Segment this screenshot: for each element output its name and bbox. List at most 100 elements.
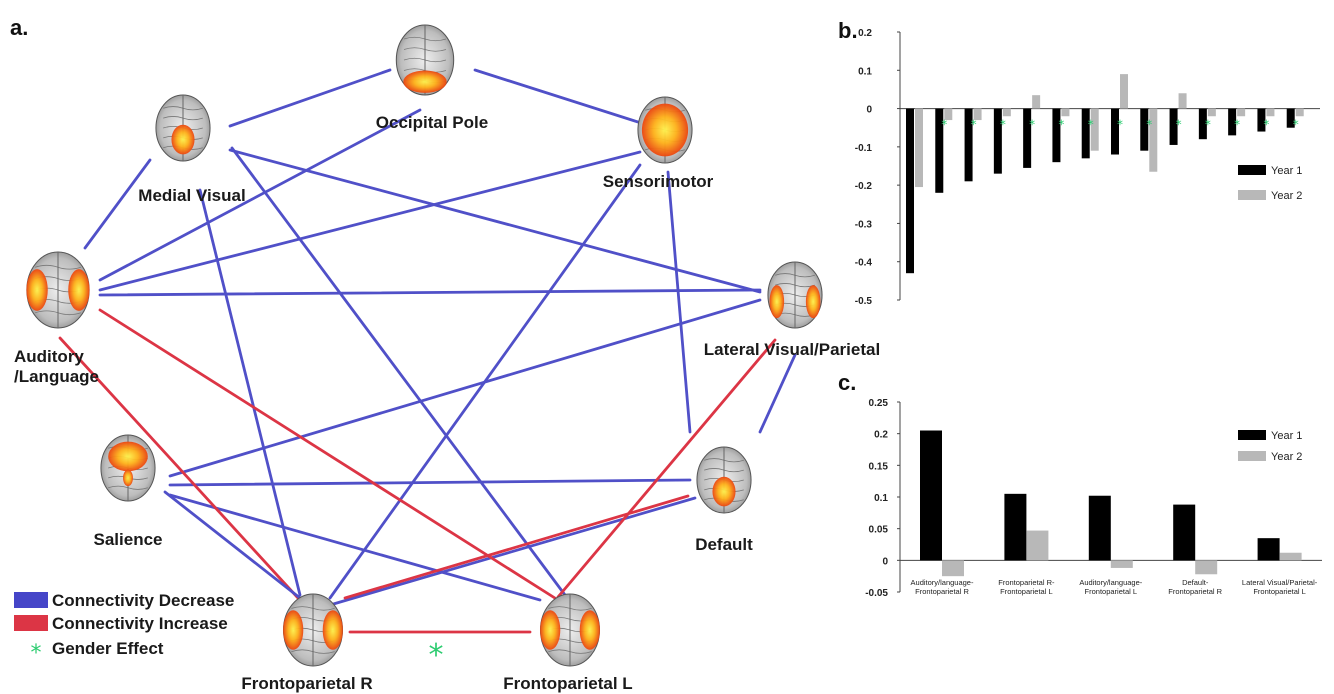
activation-blob	[540, 610, 561, 650]
chart-b-bar-year1	[906, 108, 914, 274]
chart-c-category-label: Frontoparietal R	[1168, 587, 1222, 596]
brain-fold	[424, 49, 447, 52]
brain-fold	[163, 116, 184, 119]
chart-c-bar-year1	[1257, 538, 1280, 561]
activation-blob	[641, 103, 689, 157]
activation-blob	[171, 124, 195, 155]
node-salience: Salience	[94, 434, 163, 549]
node-label-sensorimotor: Sensorimotor	[603, 172, 714, 191]
legend-gender-star: *	[31, 641, 42, 666]
node-label-auditory: Auditory	[14, 347, 84, 366]
chart-c-legend-label: Year 1	[1271, 430, 1302, 442]
brain-fold	[57, 312, 81, 316]
chart-b-bar-year1	[1111, 108, 1119, 155]
chart-b-tick-label: -0.2	[855, 181, 873, 192]
chart-b-bar-year2	[1237, 108, 1246, 117]
chart-b-bar-year1	[1081, 108, 1090, 159]
chart-b-legend-swatch	[1238, 165, 1266, 175]
chart-b-tick-label: 0.1	[858, 66, 872, 77]
edge-occipital-sensorimotor	[473, 68, 640, 124]
chart-c-tick-label: 0.1	[874, 493, 888, 504]
edge-medial-lateral	[228, 148, 762, 294]
brain-fold	[312, 651, 335, 654]
node-fpr: Frontoparietal R	[241, 593, 373, 693]
chart-b-bar-year2	[1061, 108, 1070, 117]
chart-b-bar-year2	[1090, 108, 1099, 151]
edge-lateral-fpl	[556, 338, 777, 599]
chart-b-bar-year1	[1198, 108, 1207, 140]
chart-c-category-label: Frontoparietal R-	[998, 578, 1055, 587]
chart-c-tick-label: 0.25	[869, 398, 889, 409]
chart-b-gender-star: *	[1176, 118, 1182, 132]
chart-b-gender-star: *	[1293, 118, 1299, 132]
chart-b-gender-star: *	[1234, 118, 1240, 132]
chart-b-bar-year1	[1286, 108, 1295, 128]
chart-c-bar-year2	[942, 560, 964, 577]
chart-b-bar-year1	[993, 108, 1002, 174]
legend-label-increase: Connectivity Increase	[52, 614, 228, 633]
edge-auditory-lateral	[98, 288, 762, 297]
chart-b-gender-star: *	[1058, 118, 1064, 132]
chart-b-bar-year2	[1207, 108, 1216, 117]
chart-b-bar-year2	[1266, 108, 1275, 117]
chart-c-bar-year2	[1279, 552, 1302, 561]
chart-b-bar-year1	[1169, 108, 1178, 145]
edge-auditory-fpl	[98, 308, 560, 602]
brain-fold	[704, 468, 725, 471]
chart-b-bar-year2	[1002, 108, 1011, 117]
chart-b-bar-year1	[935, 108, 944, 193]
chart-b-legend-swatch	[1238, 190, 1266, 200]
gender-effect-marker: *	[429, 638, 444, 673]
brain-fold	[704, 458, 725, 461]
chart-b-tick-label: 0	[866, 105, 872, 116]
activation-blob	[769, 285, 785, 319]
edge-medial-fpl	[230, 146, 567, 597]
node-label-medial: Medial Visual	[138, 186, 245, 205]
chart-c-bar-year1	[1004, 493, 1027, 561]
chart-c-bar-year1	[1088, 495, 1111, 561]
chart-b-gender-star: *	[1205, 118, 1211, 132]
edge-medial-occipital	[228, 68, 392, 128]
chart-b-gender-star: *	[1029, 118, 1035, 132]
edge-salience-fpr	[163, 490, 302, 600]
brain-fold	[775, 273, 796, 276]
edge-salience-default	[168, 478, 692, 487]
brain-fold	[569, 651, 592, 654]
chart-b-tick-label: -0.5	[855, 296, 873, 307]
chart-c-bar-year1	[920, 430, 942, 561]
brain-fold	[35, 264, 59, 268]
activation-blob	[322, 610, 343, 650]
chart-b-bar-year2	[915, 108, 923, 188]
brain-fold	[548, 606, 571, 609]
brain-fold	[291, 649, 314, 652]
chart-c-category-label: Lateral Visual/Parietal-	[1242, 578, 1318, 587]
node-occipital: Occipital Pole	[376, 24, 488, 132]
activation-blob	[108, 441, 148, 472]
brain-fold	[403, 68, 426, 71]
brain-fold	[794, 274, 815, 278]
chart-c-tick-label: 0.2	[874, 430, 888, 441]
node-label-salience: Salience	[94, 530, 163, 549]
chart-b-bar-year1	[1140, 108, 1149, 151]
activation-blob	[579, 610, 600, 650]
chart-b-bar-year2	[1032, 95, 1041, 109]
brain-fold	[723, 469, 744, 473]
network-nodes: Occipital Pole Medial Visual Sensorimotor A…	[14, 24, 880, 693]
chart-c-tick-label: 0	[882, 556, 888, 567]
legend-label-decrease: Connectivity Decrease	[52, 591, 234, 610]
chart-b: 0.2 0.1 0 -0.1 -0.2 -0.3 -0.4 -0.5 * * * * * * * * * * * * *…	[855, 28, 1320, 307]
panel-label-c: c.	[838, 370, 856, 395]
brain-fold	[182, 117, 203, 121]
brain-fold	[182, 107, 203, 111]
chart-c-category-label: Default-	[1182, 578, 1209, 587]
chart-b-gender-star: *	[1146, 118, 1152, 132]
node-label-fpl: Frontoparietal L	[503, 674, 632, 693]
chart-b-bar-year1	[964, 108, 973, 182]
chart-c-legend-swatch	[1238, 451, 1266, 461]
chart-c-legend-label: Year 2	[1271, 451, 1302, 463]
chart-b-tick-label: -0.1	[855, 143, 873, 154]
chart-c-tick-label: 0.05	[869, 525, 889, 536]
chart-b-legend-label: Year 2	[1271, 190, 1302, 202]
chart-b-tick-label: -0.4	[855, 258, 873, 269]
node-lateral: Lateral Visual/Parietal	[704, 261, 880, 359]
